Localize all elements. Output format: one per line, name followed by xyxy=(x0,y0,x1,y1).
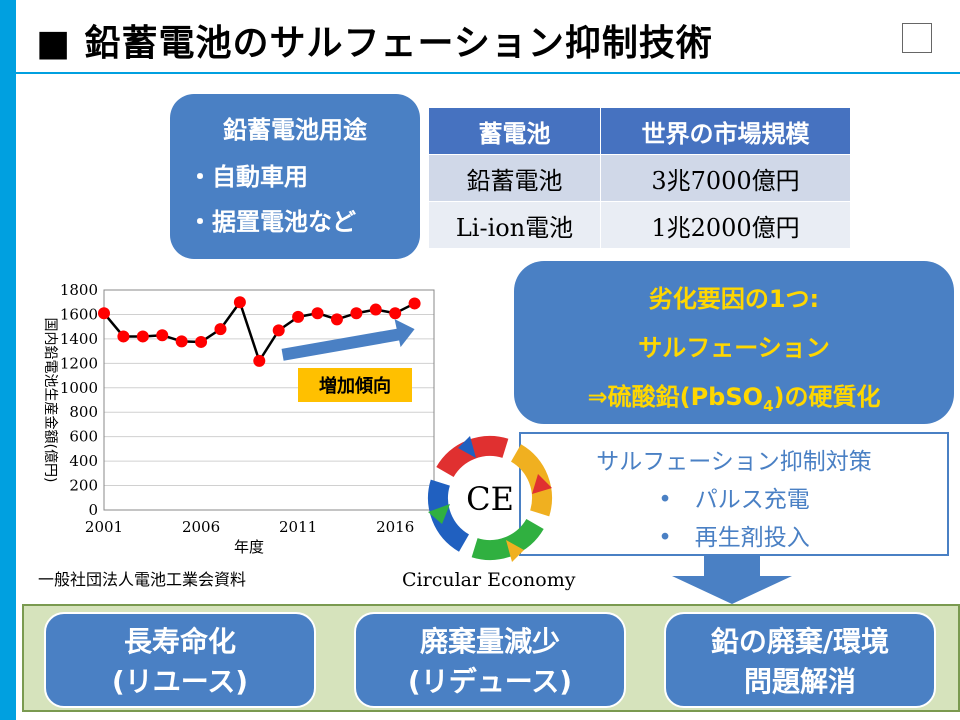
y-tick-label: 1000 xyxy=(60,379,98,397)
data-point xyxy=(408,297,421,310)
y-tick-label: 400 xyxy=(69,452,98,470)
data-point xyxy=(330,313,343,326)
outcome-line: (リデュース) xyxy=(407,665,573,698)
degradation-text: ⇒硫酸鉛(PbSO xyxy=(587,383,764,411)
usage-heading: 鉛蓄電池用途 xyxy=(223,116,367,144)
degradation-subscript: 4 xyxy=(763,396,774,415)
y-tick-label: 1800 xyxy=(60,281,98,299)
data-point xyxy=(253,354,266,367)
outcome-waste-reduction: 廃棄量減少 (リデュース) xyxy=(354,612,626,708)
x-tick-label: 2006 xyxy=(182,518,220,536)
production-chart: 0 200 400 600 800 1000 1200 1400 1600 1800 2001 200… xyxy=(30,280,450,590)
trend-arrow-shaft xyxy=(281,328,402,361)
degradation-line: 劣化要因の1つ: xyxy=(648,285,820,313)
x-axis-label: 年度 xyxy=(234,538,264,556)
table-row: 鉛蓄電池 3兆7000億円 xyxy=(428,154,851,202)
ce-caption: Circular Economy xyxy=(402,569,576,591)
data-point xyxy=(117,330,130,343)
recycle-cycle-svg: CE xyxy=(428,436,552,562)
table-header-row: 蓄電池 世界の市場規模 xyxy=(428,107,851,155)
table-header-market: 世界の市場規模 xyxy=(600,107,851,155)
degradation-line: ⇒硫酸鉛(PbSO4)の硬質化 xyxy=(514,377,954,415)
slide-title: ■ 鉛蓄電池のサルフェーション抑制技術 xyxy=(36,23,713,64)
x-tick-label: 2001 xyxy=(85,518,123,536)
table-header-battery: 蓄電池 xyxy=(428,107,601,155)
y-tick-label: 200 xyxy=(69,477,98,495)
data-point xyxy=(311,307,324,320)
series-line xyxy=(103,299,416,364)
title-divider xyxy=(16,72,960,74)
usage-item: ・据置電池など xyxy=(188,208,356,236)
down-arrow-icon xyxy=(672,556,792,604)
y-tick-label: 800 xyxy=(69,403,98,421)
corner-checkbox[interactable] xyxy=(902,23,932,53)
outcome-line: 長寿命化 xyxy=(123,625,236,658)
x-tick-label: 2016 xyxy=(376,518,414,536)
degradation-text: )の硬質化 xyxy=(773,383,881,411)
data-point xyxy=(233,296,246,309)
outcome-line: (リユース) xyxy=(111,665,249,698)
plot-frame xyxy=(103,289,435,511)
data-point xyxy=(195,335,208,348)
annotation-box xyxy=(298,368,412,402)
x-tick-label: 2011 xyxy=(279,518,317,536)
left-accent-bar xyxy=(0,0,16,720)
usage-item: ・自動車用 xyxy=(188,163,308,191)
y-tick-label: 1600 xyxy=(60,305,98,323)
outcome-longevity: 長寿命化 (リユース) xyxy=(44,612,316,708)
data-point xyxy=(389,307,402,320)
annotation-label: 増加傾向 xyxy=(319,375,391,397)
data-point xyxy=(292,310,305,323)
table-cell: 鉛蓄電池 xyxy=(428,154,601,202)
degradation-box: 劣化要因の1つ: サルフェーション ⇒硫酸鉛(PbSO4)の硬質化 xyxy=(514,261,954,424)
table-cell: 3兆7000億円 xyxy=(600,154,851,202)
data-point xyxy=(272,324,285,337)
table-row: Li-ion電池 1兆2000億円 xyxy=(428,201,851,249)
recycle-cycle-icon: CE xyxy=(420,428,560,568)
outcome-line: 廃棄量減少 xyxy=(419,625,560,658)
outcome-line: 問題解消 xyxy=(743,665,856,698)
countermeasure-box: サルフェーション抑制対策 • パルス充電 • 再生剤投入 xyxy=(519,432,949,556)
y-tick-label: 0 xyxy=(88,501,98,519)
chart-source: 一般社団法人電池工業会資料 xyxy=(38,570,247,589)
data-point xyxy=(98,307,110,320)
countermeasure-item: • パルス充電 xyxy=(658,487,810,513)
countermeasure-item: • 再生剤投入 xyxy=(658,525,810,551)
trend-arrow-head xyxy=(394,319,415,348)
y-tick-label: 600 xyxy=(69,428,98,446)
outcome-environment: 鉛の廃棄/環境 問題解消 xyxy=(664,612,936,708)
y-axis-label: 国内鉛電池生産金額(億円) xyxy=(42,318,58,483)
degradation-line: サルフェーション xyxy=(638,334,830,362)
usage-box: 鉛蓄電池用途 ・自動車用 ・据置電池など xyxy=(170,94,420,259)
data-point xyxy=(369,303,382,316)
y-tick-label: 1200 xyxy=(60,354,98,372)
table-cell: 1兆2000億円 xyxy=(600,201,851,249)
ce-label: CE xyxy=(466,480,514,518)
data-point xyxy=(214,323,227,336)
production-chart-svg: 0 200 400 600 800 1000 1200 1400 1600 1800 2001 200… xyxy=(42,281,435,556)
data-point xyxy=(350,307,363,320)
table-cell: Li-ion電池 xyxy=(428,201,601,249)
data-point xyxy=(156,329,169,342)
data-point xyxy=(175,335,188,348)
countermeasure-heading: サルフェーション抑制対策 xyxy=(596,449,872,475)
market-size-table: 蓄電池 世界の市場規模 鉛蓄電池 3兆7000億円 Li-ion電池 1兆200… xyxy=(428,107,851,249)
data-point xyxy=(136,330,149,343)
outcome-line: 鉛の廃棄/環境 xyxy=(710,625,890,658)
y-tick-label: 1400 xyxy=(60,330,98,348)
